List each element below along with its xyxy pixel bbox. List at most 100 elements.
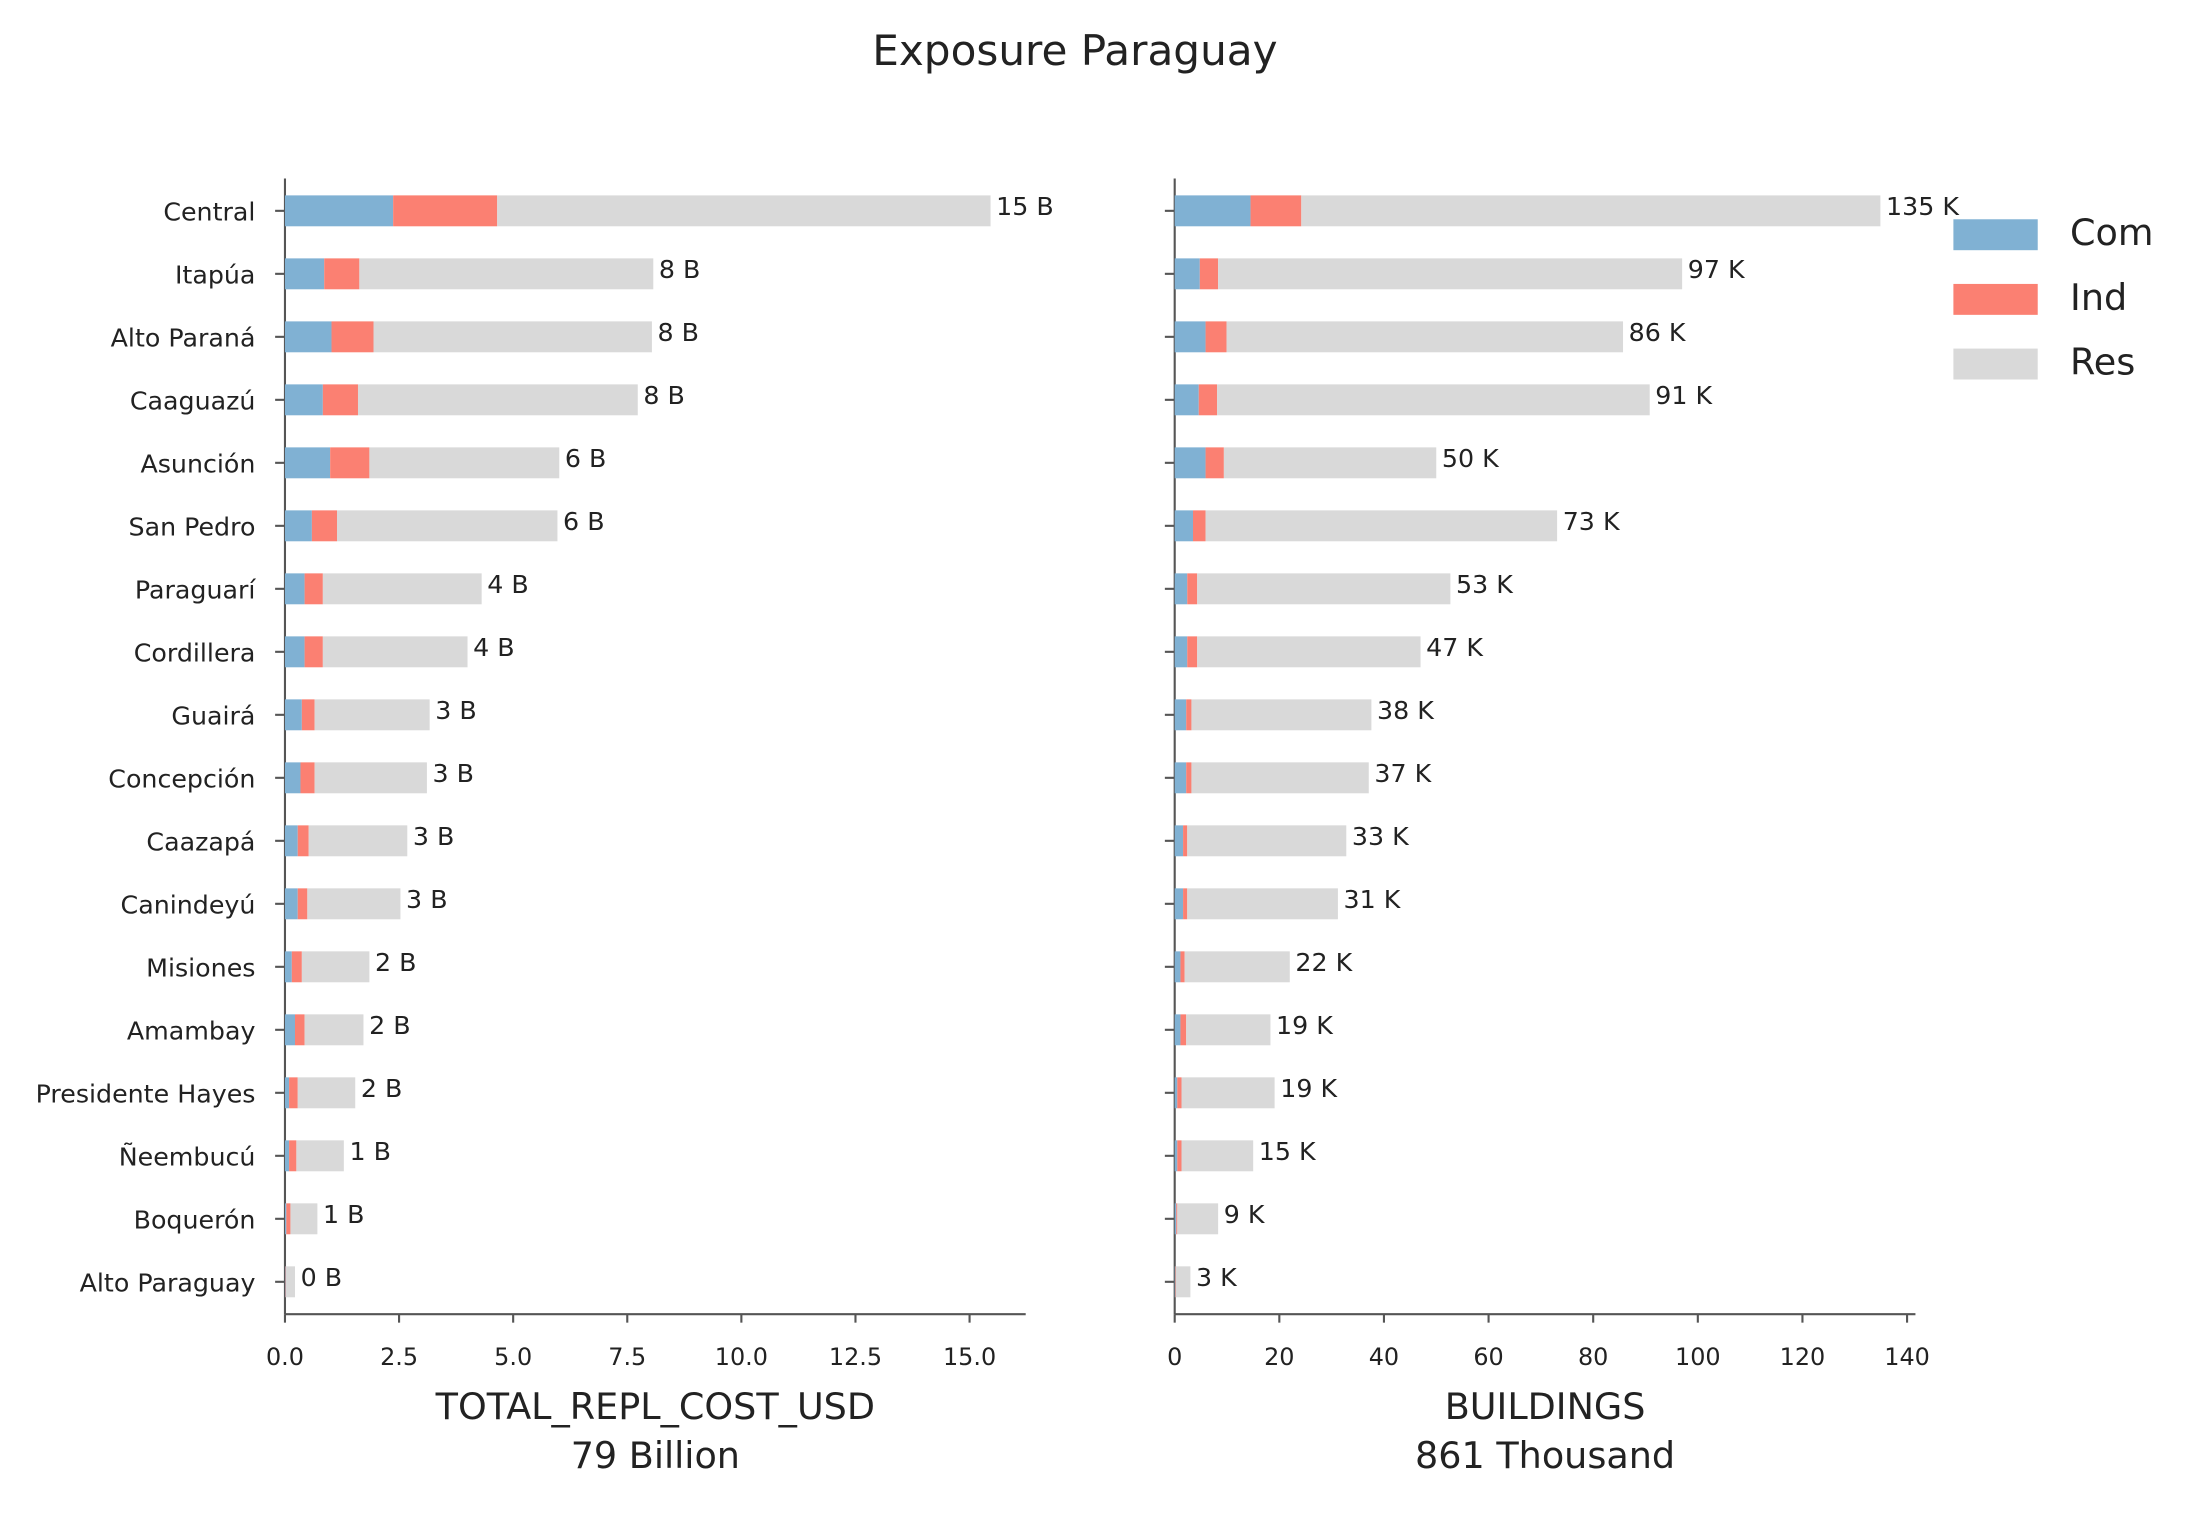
bar-segment xyxy=(1187,573,1197,604)
bar-segment xyxy=(285,636,305,667)
value-label: 53 K xyxy=(1456,570,1514,599)
bar-segment xyxy=(285,573,305,604)
bar-segment xyxy=(1175,1266,1176,1297)
value-label: 1 B xyxy=(349,1137,391,1166)
y-tick-label: Guairá xyxy=(171,702,255,731)
bar-segment xyxy=(393,195,497,226)
y-tick-label: Ñeembucú xyxy=(119,1142,256,1172)
bar-segment xyxy=(330,447,369,478)
value-label: 86 K xyxy=(1629,318,1687,347)
bar-segment xyxy=(1175,951,1181,982)
y-tick-label: Presidente Hayes xyxy=(36,1080,256,1109)
value-label: 6 B xyxy=(563,507,605,536)
legend-swatch xyxy=(1953,284,2037,315)
bar-segment xyxy=(323,573,482,604)
bar-segment xyxy=(1175,447,1206,478)
x-tick-label: 12.5 xyxy=(829,1343,882,1371)
bar-segment xyxy=(1193,510,1206,541)
bar-segment xyxy=(1197,573,1450,604)
bar-segment xyxy=(1197,636,1420,667)
value-label: 0 B xyxy=(301,1263,343,1292)
y-tick-label: Itapúa xyxy=(175,261,255,290)
x-tick-label: 80 xyxy=(1578,1343,1608,1371)
y-tick-label: Misiones xyxy=(146,954,255,983)
x-tick-label: 40 xyxy=(1369,1343,1399,1371)
bar-segment xyxy=(323,384,358,415)
bar-segment xyxy=(285,1203,286,1234)
bar-segment xyxy=(497,195,990,226)
bar-segment xyxy=(1206,321,1227,352)
value-label: 8 B xyxy=(643,381,685,410)
value-label: 2 B xyxy=(375,948,417,977)
y-tick-label: San Pedro xyxy=(129,513,256,542)
bar-segment xyxy=(369,447,559,478)
bar-segment xyxy=(1177,1203,1218,1234)
bar-segment xyxy=(285,888,298,919)
bar-segment xyxy=(1175,1266,1176,1297)
value-label: 22 K xyxy=(1295,948,1353,977)
bar-segment xyxy=(1185,951,1290,982)
value-label: 31 K xyxy=(1344,885,1402,914)
bar-segment xyxy=(285,1140,289,1171)
bar-segment xyxy=(285,762,301,793)
value-label: 3 K xyxy=(1196,1263,1238,1292)
value-label: 3 B xyxy=(433,759,475,788)
bar-segment xyxy=(1175,321,1206,352)
x-axis-label: 861 Thousand xyxy=(1415,1434,1675,1477)
bar-segment xyxy=(307,888,400,919)
y-tick-label: Amambay xyxy=(127,1017,256,1046)
y-tick-label: Alto Paraguay xyxy=(80,1269,256,1298)
bar-segment xyxy=(1187,825,1346,856)
bar-segment xyxy=(1186,1014,1270,1045)
bar-segment xyxy=(285,699,302,730)
y-tick-label: Concepción xyxy=(108,765,255,794)
bar-segment xyxy=(1175,510,1193,541)
value-label: 3 B xyxy=(435,696,477,725)
bar-segment xyxy=(1217,384,1650,415)
bar-segment xyxy=(1175,1077,1178,1108)
bar-segment xyxy=(1177,1077,1181,1108)
bar-segment xyxy=(1187,888,1338,919)
bar-segment xyxy=(298,1077,356,1108)
y-tick-label: Cordillera xyxy=(134,639,256,668)
bar-segment xyxy=(1226,321,1623,352)
bar-segment xyxy=(285,384,323,415)
bar-segment xyxy=(1191,699,1371,730)
value-label: 73 K xyxy=(1563,507,1621,536)
bar-segment xyxy=(285,951,292,982)
bar-segment xyxy=(1175,1014,1181,1045)
x-tick-label: 5.0 xyxy=(494,1343,532,1371)
x-axis-label: 79 Billion xyxy=(571,1434,740,1477)
bar-segment xyxy=(1175,573,1188,604)
bar-segment xyxy=(1181,1077,1274,1108)
bar-segment xyxy=(290,1203,317,1234)
value-label: 33 K xyxy=(1352,822,1410,851)
value-label: 1 B xyxy=(323,1200,365,1229)
x-tick-label: 15.0 xyxy=(943,1343,996,1371)
bar-segment xyxy=(298,825,309,856)
value-label: 97 K xyxy=(1688,255,1746,284)
figure-title: Exposure Paraguay xyxy=(872,26,1277,75)
bar-segment xyxy=(374,321,652,352)
y-tick-label: Central xyxy=(163,198,255,227)
bar-segment xyxy=(285,447,330,478)
bar-segment xyxy=(1183,825,1187,856)
x-tick-label: 7.5 xyxy=(608,1343,646,1371)
x-tick-label: 60 xyxy=(1473,1343,1503,1371)
bar-segment xyxy=(358,384,638,415)
bar-segment xyxy=(359,258,653,289)
x-tick-label: 20 xyxy=(1264,1343,1294,1371)
bar-segment xyxy=(323,636,468,667)
value-label: 8 B xyxy=(659,255,701,284)
bar-segment xyxy=(302,699,315,730)
bar-segment xyxy=(305,1014,364,1045)
x-tick-label: 0 xyxy=(1167,1343,1182,1371)
bar-segment xyxy=(1301,195,1880,226)
bar-segment xyxy=(285,321,332,352)
bar-segment xyxy=(1175,1140,1178,1171)
bar-segment xyxy=(1200,258,1218,289)
bar-segment xyxy=(285,258,324,289)
bar-segment xyxy=(289,1140,296,1171)
legend-swatch xyxy=(1953,219,2037,250)
bar-segment xyxy=(312,510,337,541)
